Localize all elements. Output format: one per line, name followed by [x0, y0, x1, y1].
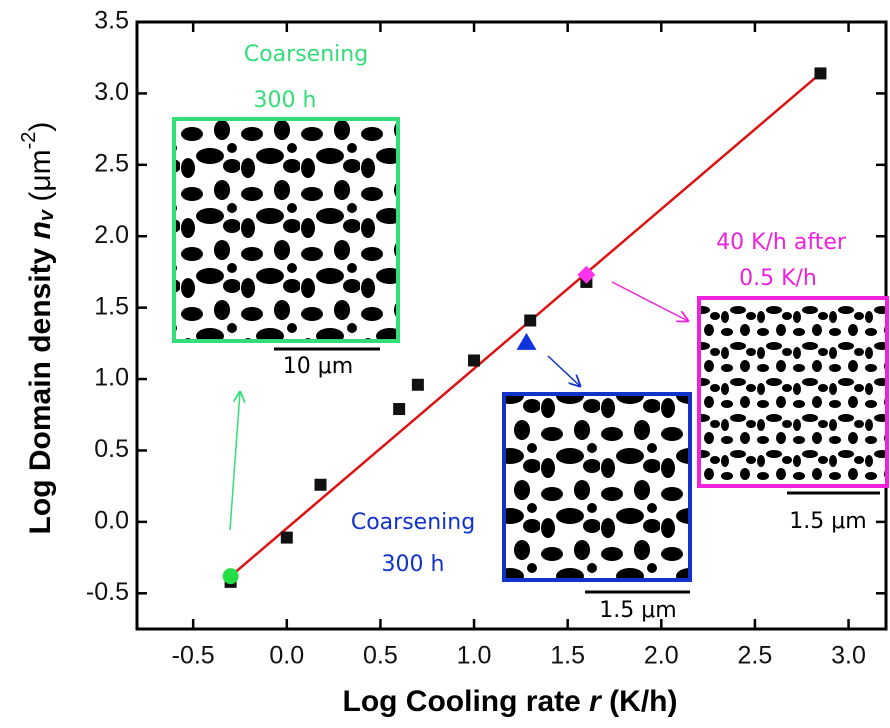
y-tick-label: 1.5	[94, 292, 129, 320]
x-tick-label: 1.5	[550, 642, 585, 670]
y-axis-label: Log Domain density nv (μm-2)	[18, 122, 58, 535]
point	[223, 568, 239, 584]
annotation: 0.5 K/h	[739, 266, 817, 291]
point	[412, 379, 424, 391]
annotation: 300 h	[382, 552, 445, 577]
x-tick-label: 0.0	[269, 642, 304, 670]
annotation: Coarsening	[351, 510, 475, 535]
point	[524, 315, 536, 327]
y-label-sup: -2	[18, 132, 40, 150]
y-label-var: n	[24, 221, 57, 239]
annotation: 40 K/h after	[716, 230, 847, 255]
magenta-inset	[699, 298, 887, 486]
point	[281, 532, 293, 544]
annotation: Coarsening	[244, 42, 368, 67]
y-tick-label: 2.0	[94, 221, 129, 249]
y-tick-label: 3.0	[94, 78, 129, 106]
x-tick-label: 0.5	[363, 642, 398, 670]
arrow	[548, 356, 580, 386]
blue-inset	[504, 394, 690, 580]
scale-label: 10 μm	[283, 354, 353, 379]
point	[393, 403, 405, 415]
scale-label: 1.5 μm	[599, 598, 676, 623]
point	[315, 479, 327, 491]
chart: -0.5 0.0 0.5 1.0 1.5 2.0 2.5 3.0 -0.5 0.0 0.5 1.0 1.…	[0, 0, 890, 728]
point	[814, 67, 826, 79]
x-tick-label: 2.0	[644, 642, 679, 670]
y-label-unit: (μm	[24, 149, 57, 210]
point	[468, 354, 480, 366]
y-tick-label: 0.5	[94, 435, 129, 463]
y-label-text: Log Domain density	[24, 239, 57, 534]
y-tick-label: -0.5	[86, 578, 129, 606]
arrow	[612, 282, 688, 321]
x-tick-label: -0.5	[172, 642, 215, 670]
x-axis-label: Log Cooling rate r (K/h)	[343, 685, 678, 718]
x-tick-label: 1.0	[457, 642, 492, 670]
point	[516, 333, 536, 350]
annotation: 300 h	[254, 88, 317, 113]
y-tick-label: 3.5	[94, 7, 129, 35]
arrow	[230, 392, 240, 530]
x-tick-label: 3.0	[831, 642, 866, 670]
green-inset	[174, 119, 398, 341]
x-label-unit: (K/h)	[601, 685, 678, 718]
y-tick-label: 0.0	[94, 506, 129, 534]
x-tick-label: 2.5	[738, 642, 773, 670]
y-tick-label: 1.0	[94, 364, 129, 392]
x-label-text: Log Cooling rate	[343, 685, 590, 718]
y-label-unit: )	[24, 122, 57, 132]
scale-label: 1.5 μm	[789, 509, 866, 534]
y-tick-label: 2.5	[94, 149, 129, 177]
